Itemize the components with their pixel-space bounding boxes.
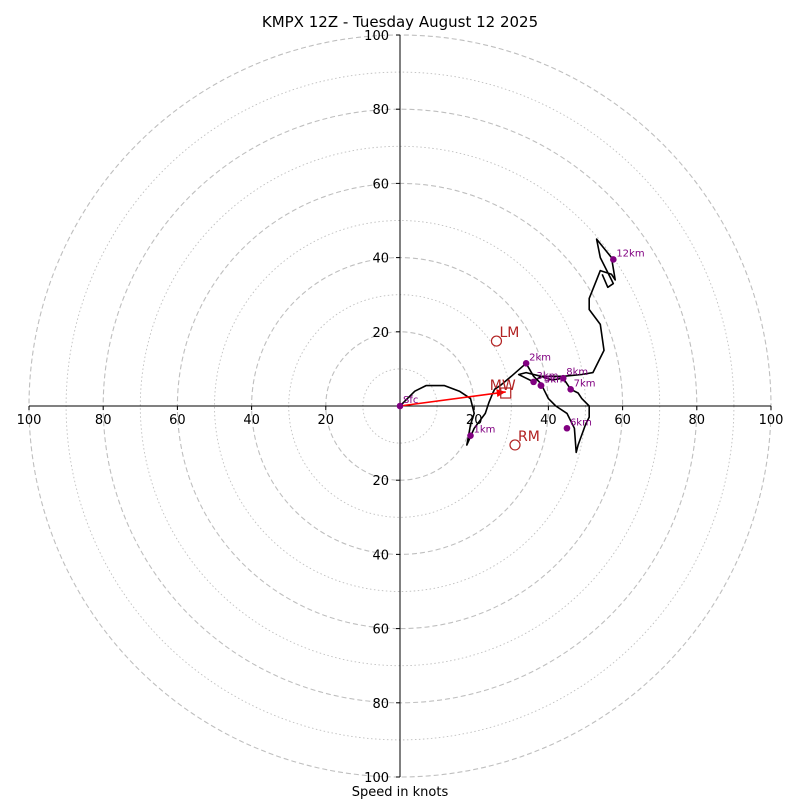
height-marker-label: 6km — [570, 417, 592, 428]
storm-motion-label: RM — [518, 429, 540, 445]
x-axis-label: Speed in knots — [352, 785, 449, 800]
storm-motion-marker — [490, 335, 503, 347]
height-marker-point — [567, 386, 574, 393]
height-marker-point — [530, 378, 537, 386]
y-tick-label: 20 — [372, 474, 389, 489]
x-tick-label: 100 — [759, 413, 784, 428]
y-tick-label: 40 — [372, 252, 389, 267]
height-marker-label: Sfc — [403, 395, 418, 406]
chart-title: KMPX 12Z - Tuesday August 12 2025 — [262, 13, 538, 31]
y-tick-label: 20 — [372, 326, 389, 341]
y-tick-label: 60 — [372, 177, 389, 192]
height-marker-label: 4km — [544, 375, 566, 386]
height-marker-label: 3km — [537, 371, 559, 382]
height-marker-point — [559, 374, 567, 382]
hodograph-line — [399, 238, 617, 454]
height-marker-label: 2km — [529, 352, 551, 363]
height-marker-point — [537, 382, 545, 389]
y-tick-label: 100 — [364, 771, 389, 786]
x-tick-label: 40 — [243, 413, 260, 428]
storm-motion-marker — [509, 439, 521, 451]
shear-vector-line — [399, 391, 506, 407]
height-marker-label: 1km — [473, 425, 495, 436]
y-tick-label: 100 — [364, 29, 389, 44]
y-tick-label: 80 — [372, 103, 389, 118]
height-marker-label: 7km — [574, 378, 596, 389]
storm-motion-label: MW — [490, 378, 516, 394]
x-tick-label: 60 — [614, 413, 631, 428]
storm-motion-markers: LM RM MW — [490, 325, 540, 451]
y-tick-label: 40 — [372, 548, 389, 563]
x-tick-label: 20 — [318, 413, 335, 428]
height-marker-point — [396, 402, 404, 410]
y-tick-label: 60 — [372, 623, 389, 638]
x-tick-label: 60 — [169, 413, 186, 428]
height-marker-label: 12km — [616, 248, 644, 259]
height-marker-point — [563, 424, 571, 432]
height-marker-point — [467, 432, 474, 439]
x-tick-label: 80 — [95, 413, 112, 428]
height-marker-point — [610, 256, 617, 263]
hodograph-trace — [399, 238, 617, 454]
x-tick-label: 100 — [17, 413, 42, 428]
x-tick-label: 80 — [689, 413, 706, 428]
height-marker-label: 5km — [544, 375, 566, 386]
x-tick-label: 40 — [540, 413, 557, 428]
height-marker-label: 8km — [566, 367, 588, 378]
y-tick-label: 80 — [372, 697, 389, 712]
storm-motion-marker — [500, 387, 512, 399]
storm-motion-label: LM — [499, 325, 519, 341]
height-marker-point — [522, 360, 530, 367]
